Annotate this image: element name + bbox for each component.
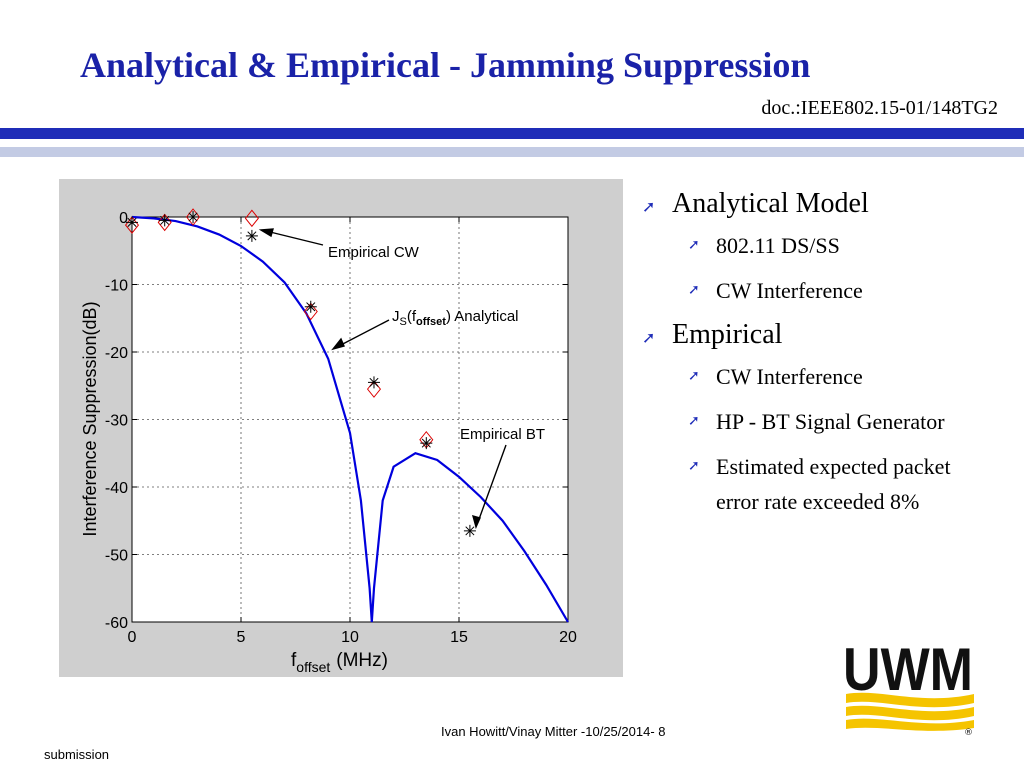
annotation-analytical: JS(foffset) Analytical [392, 308, 519, 328]
arrow-bullet-icon: ➚ [688, 458, 700, 475]
logo-wave-1 [846, 692, 974, 708]
empirical-cw-point [303, 302, 318, 321]
analytical-series-line [131, 215, 569, 623]
bullet-empirical: ➚ Empirical [636, 319, 966, 351]
annotation-empirical-cw: Empirical CW [328, 244, 420, 261]
annotation-empirical-bt: Empirical BT [460, 426, 545, 443]
x-axis-label-sub: offset [296, 659, 330, 675]
arrow-bullet-icon: ➚ [688, 367, 700, 384]
x-tick-label: 5 [237, 629, 246, 646]
sub-bullet-dsss: ➚ 802.11 DS/SS [636, 228, 966, 263]
y-tick-label: -10 [105, 278, 128, 295]
empirical-cw-point [185, 208, 201, 226]
header-bar-light [0, 147, 1024, 157]
bullet-list: ➚ Analytical Model ➚ 802.11 DS/SS ➚ CW Inte… [636, 188, 966, 529]
empirical-bt-markers [126, 211, 476, 537]
chart-figure: 0 5 10 15 20 0 -10 -20 -30 -40 -50 -60 Empirical CW… [59, 179, 623, 677]
annotation-analytical-main: J [392, 308, 400, 325]
annotation-analytical-sub2: offset [416, 316, 446, 328]
sub-bullet-text: HP - BT Signal Generator [716, 408, 945, 434]
empirical-bt-point [187, 211, 200, 223]
uwm-logo-text: UWM [843, 636, 973, 703]
logo-wave-3 [846, 718, 974, 731]
y-tick-label: -50 [105, 548, 128, 565]
arrow-bullet-icon: ➚ [688, 237, 700, 254]
logo-registered-mark: ® [964, 728, 973, 736]
sub-bullet-text: Estimated expected packet error rate exc… [716, 454, 951, 515]
sub-bullet-packet-error: ➚ Estimated expected packet error rate ex… [636, 449, 966, 519]
empirical-bt-point [420, 437, 433, 450]
bullet-text: Analytical Model [672, 188, 869, 219]
y-tick-label: -30 [105, 413, 128, 430]
y-tick-label: -60 [105, 615, 128, 632]
empirical-cw-point [157, 213, 172, 232]
bullet-analytical-model: ➚ Analytical Model [636, 188, 966, 220]
empirical-bt-point [245, 229, 258, 242]
x-tick-label: 0 [128, 629, 137, 646]
sub-bullet-text: CW Interference [716, 278, 863, 304]
annotation-arrows [258, 228, 507, 530]
x-axis-label-main: f [291, 650, 297, 671]
uwm-logo: UWM ® [840, 632, 978, 738]
empirical-bt-point [304, 300, 317, 313]
empirical-bt-point [126, 216, 138, 229]
y-tick-label: -20 [105, 345, 128, 362]
annotation-analytical-paren: (f [407, 308, 417, 325]
slide-title: Analytical & Empirical - Jamming Suppres… [80, 45, 811, 85]
x-tick-label: 10 [341, 629, 359, 646]
annotation-analytical-sub: S [400, 316, 407, 328]
y-tick-label: -40 [105, 480, 128, 497]
y-axis-label: Interference Suppression(dB) [80, 301, 100, 536]
arrow-bullet-icon: ➚ [688, 412, 700, 429]
empirical-bt-point [367, 376, 380, 389]
uwm-logo-graphic: UWM ® [843, 636, 974, 738]
annotation-analytical-tail: ) Analytical [446, 308, 519, 325]
sub-bullet-cw-interference: ➚ CW Interference [636, 273, 966, 308]
submission-label: submission [44, 747, 110, 762]
arrow-bullet-icon: ➚ [688, 282, 700, 299]
empirical-bt-point [158, 214, 171, 227]
sub-bullet-text: CW Interference [716, 363, 863, 389]
header-bar-dark [0, 128, 1024, 139]
logo-wave-2 [846, 705, 974, 721]
x-tick-label: 15 [450, 629, 468, 646]
sub-bullet-cw-interference-2: ➚ CW Interference [636, 359, 966, 394]
arrow-bullet-icon: ➚ [642, 197, 656, 216]
bullet-text: Empirical [672, 318, 783, 350]
plot-area [131, 216, 569, 623]
empirical-bt-point [463, 524, 476, 537]
slide-footer: Ivan Howitt/Vinay Mitter -10/25/2014- 8 [441, 724, 666, 739]
document-id: doc.:IEEE802.15-01/148TG2 [761, 97, 998, 119]
x-tick-label: 20 [559, 629, 577, 646]
sub-bullet-hp-bt: ➚ HP - BT Signal Generator [636, 404, 966, 439]
chart-svg: 0 5 10 15 20 0 -10 -20 -30 -40 -50 -60 Empirical CW… [80, 208, 577, 675]
y-tick-label: 0 [119, 210, 128, 227]
axis-ticks: 0 5 10 15 20 0 -10 -20 -30 -40 -50 -60 [105, 210, 577, 646]
arrow-bullet-icon: ➚ [642, 327, 656, 347]
sub-bullet-text: 802.11 DS/SS [716, 233, 840, 259]
x-axis-label: foffset (MHz) [291, 650, 388, 675]
empirical-cw-point [244, 209, 259, 228]
x-axis-label-unit: (MHz) [336, 650, 388, 671]
